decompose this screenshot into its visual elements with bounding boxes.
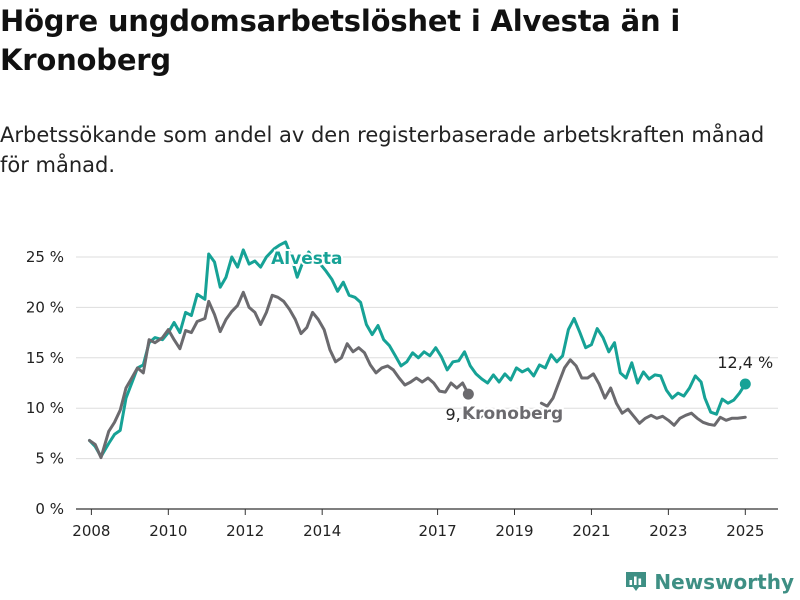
endpoint-marker-kronoberg [462, 388, 474, 400]
end-value-label-kronoberg: 9,1 % [445, 405, 491, 424]
x-tick-label: 2019 [495, 522, 533, 540]
x-tick-label: 2017 [418, 522, 456, 540]
series-line-kronoberg [88, 290, 470, 460]
y-tick-label: 20 % [26, 298, 64, 316]
x-tick-label: 2021 [572, 522, 610, 540]
series-line-kronoberg [539, 358, 747, 427]
x-tick-label: 2010 [149, 522, 187, 540]
x-tick-label: 2012 [226, 522, 264, 540]
series-label-kronoberg: Kronoberg [462, 404, 563, 424]
endpoint-marker-alvesta [739, 378, 751, 390]
x-tick-label: 2025 [726, 522, 764, 540]
newsworthy-brand: Newsworthy [624, 570, 794, 594]
y-tick-label: 0 % [35, 500, 64, 518]
bar-chart-logo-icon [626, 572, 647, 591]
y-tick-label: 25 % [26, 248, 64, 266]
series-label-alvesta: Alvesta [271, 249, 342, 269]
series-line-alvesta [88, 240, 747, 459]
y-tick-label: 5 % [35, 450, 64, 468]
x-tick-label: 2023 [649, 522, 687, 540]
end-value-label-alvesta: 12,4 % [717, 353, 773, 372]
y-tick-label: 10 % [26, 399, 64, 417]
brand-name: Newsworthy [654, 570, 794, 594]
chart-title: Högre ungdomsarbetslöshet i Alvesta än i… [0, 4, 681, 77]
x-tick-label: 2008 [72, 522, 110, 540]
y-tick-label: 15 % [26, 349, 64, 367]
x-tick-label: 2014 [303, 522, 341, 540]
chart-subtitle: Arbetssökande som andel av den registerb… [0, 123, 765, 177]
